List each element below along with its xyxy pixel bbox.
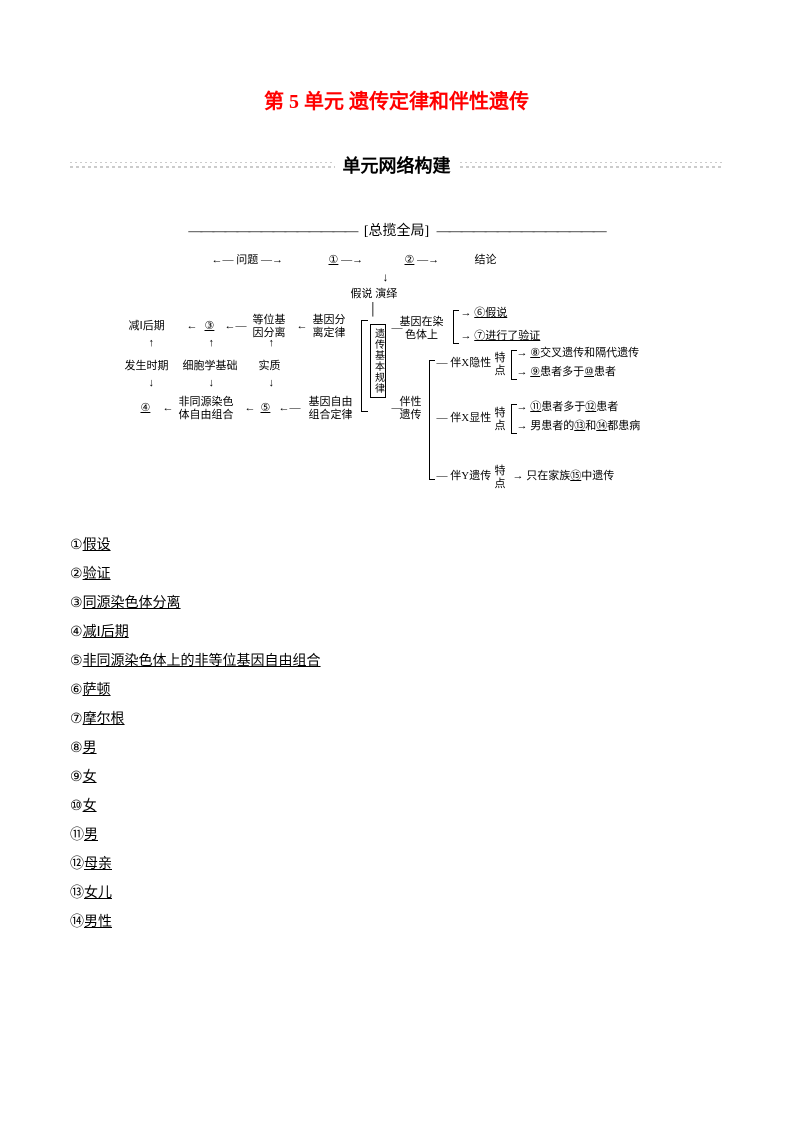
node-xdom-f2: → 男患者的⑬和⑭都患病: [517, 420, 641, 433]
answer-item: ⑧男: [70, 735, 723, 763]
node-conclusion: 结论: [475, 254, 497, 267]
answer-item: ⑩女: [70, 793, 723, 821]
hline-chrom: —: [392, 322, 403, 335]
vline3b: ↓: [269, 377, 275, 390]
node-hyp6: → ⑥假说: [461, 307, 508, 320]
node-blank1: ① —→: [329, 254, 364, 267]
bracket-left: [361, 320, 362, 412]
bracket-xdom: [511, 404, 512, 434]
vline2b: ↓: [209, 377, 215, 390]
answer-item: ④减Ⅰ后期: [70, 619, 723, 647]
arrow-l4: ←: [163, 402, 174, 415]
node-essence: 实质: [259, 360, 281, 373]
answer-item: ⑥萨顿: [70, 677, 723, 705]
answer-item: ⑦摩尔根: [70, 706, 723, 734]
arrow-l1: ←: [187, 320, 198, 333]
node-rule1: 基因分离定律: [313, 314, 346, 340]
bracket-sex: [429, 360, 430, 480]
node-center-rules: 遗传基本规律: [370, 324, 386, 398]
node-sextrans: 伴性遗传: [400, 396, 422, 422]
vline2: ↑: [209, 337, 215, 350]
node-feat3: 特点: [495, 465, 506, 491]
answer-item: ②验证: [70, 561, 723, 589]
arrow-down-2: │: [369, 302, 378, 316]
answer-item: ⑬女儿: [70, 880, 723, 908]
node-xdom-f1: → ⑪患者多于⑫患者: [517, 401, 619, 414]
section-header-text: 单元网络构建: [335, 156, 459, 176]
node-chrom: 基因在染色体上: [400, 316, 444, 342]
bracket-chrom: [453, 310, 454, 344]
node-y-feat: → 只在家族⑮中遗传: [513, 470, 615, 483]
node-occur: 发生时期: [125, 360, 169, 373]
subsection-text: [总揽全局]: [364, 224, 429, 239]
vline3: ↑: [269, 337, 275, 350]
node-phase1: 减Ⅰ后期: [129, 320, 165, 333]
arrow-l5: ←: [245, 402, 256, 415]
answer-item: ⑪男: [70, 822, 723, 850]
node-blank2: ② —→: [405, 254, 440, 267]
vline1: ↑: [149, 337, 155, 350]
answer-item: ⑫母亲: [70, 851, 723, 879]
node-y: — 伴Y遗传: [437, 470, 492, 483]
node-xrec-f1: → ⑧交叉遗传和隔代遗传: [517, 347, 640, 360]
node-feat2: 特点: [495, 407, 506, 433]
answer-item: ⑤非同源染色体上的非等位基因自由组合: [70, 648, 723, 676]
answer-item: ③同源染色体分离: [70, 590, 723, 618]
bracket-xrec: [511, 350, 512, 380]
node-blank4: ④: [141, 402, 151, 415]
node-blank3: ③: [205, 320, 215, 333]
answer-item: ①假设: [70, 532, 723, 560]
arrow-l6: ←—: [279, 402, 301, 415]
arrow-down: ↓: [383, 270, 389, 284]
node-problem: ←— 问题 —→: [212, 254, 284, 267]
arrow-l3: ←: [297, 320, 308, 333]
section-header: 单元网络构建: [70, 152, 723, 180]
node-xrec-f2: → ⑨患者多于⑩患者: [517, 366, 617, 379]
node-xrec: — 伴X隐性: [437, 357, 492, 370]
node-xdom: — 伴X显性: [437, 412, 492, 425]
arrow-l2: ←—: [225, 320, 247, 333]
node-rule2: 基因自由组合定律: [309, 396, 353, 422]
answer-item: ⑨女: [70, 764, 723, 792]
node-cellbase: 细胞学基础: [183, 360, 238, 373]
concept-diagram: ←— 问题 —→ ① —→ ② —→ 结论 ↓ 假说 演绎 │ 减Ⅰ后期 ← ③…: [117, 252, 677, 512]
vline1b: ↓: [149, 377, 155, 390]
answer-item: ⑭男性: [70, 909, 723, 937]
node-ver7: → ⑦进行了验证: [461, 330, 541, 343]
subsection-header: [总揽全局]: [70, 220, 723, 240]
node-feat1: 特点: [495, 352, 506, 378]
node-blank5: ⑤: [261, 402, 271, 415]
node-method: 假说 演绎: [351, 288, 398, 301]
node-nonhom: 非同源染色体自由组合: [179, 396, 234, 422]
page-title: 第 5 单元 遗传定律和伴性遗传: [70, 85, 723, 114]
answer-list: ①假设 ②验证 ③同源染色体分离 ④减Ⅰ后期 ⑤非同源染色体上的非等位基因自由组…: [70, 532, 723, 937]
